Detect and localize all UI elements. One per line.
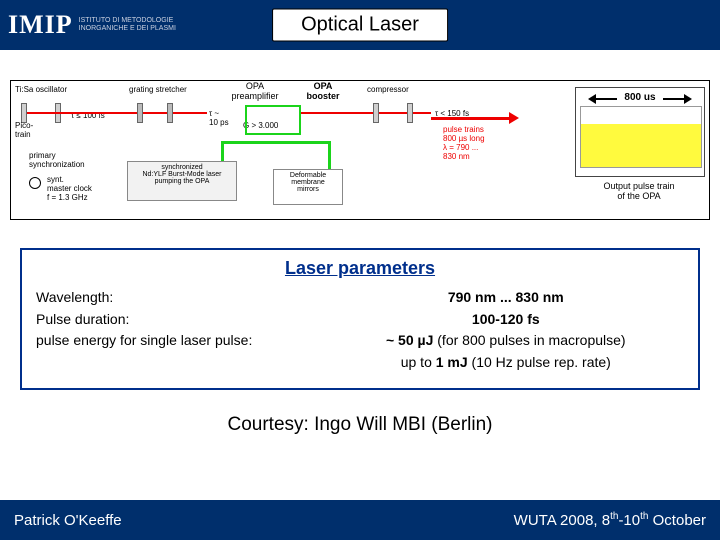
mirror-icon [407,103,413,123]
label-booster: OPAbooster [301,81,345,101]
page-title: Optical Laser [272,9,448,42]
footer-event: WUTA 2008, 8th-10th October [514,511,706,529]
scope-caption: Output pulse trainof the OPA [575,181,703,201]
param-label: Wavelength: [36,287,328,309]
label-preamp: OPApreamplifier [227,81,283,101]
mirror-icon [373,103,379,123]
param-value: 790 nm ... 830 nm [328,287,684,309]
beam-red [27,112,207,114]
param-label: pulse energy for single laser pulse: [36,330,328,352]
params-values: 790 nm ... 830 nm 100-120 fs ~ 50 µJ (fo… [328,287,684,374]
mixer-icon [29,177,41,189]
label-sync: primarysynchronization [29,151,85,169]
param-value: ~ 50 µJ (for 800 pulses in macropulse) [328,330,684,352]
box-ndylf: synchronizedNd:YLF Burst-Mode laserpumpi… [127,161,237,201]
footer-text: October [648,512,706,529]
footer-text: WUTA 2008, 8 [514,512,610,529]
footer-text: -10 [618,512,640,529]
label-tau2: τ ~10 ps [209,109,233,127]
footer-author: Patrick O'Keeffe [14,512,122,529]
logo: IMIP Istituto di Metodologie Inorganiche… [8,10,176,40]
param-value: 100-120 fs [328,309,684,331]
oscilloscope: 800 us [575,87,705,177]
arrowhead-icon [509,112,519,124]
logo-subtitle: Istituto di Metodologie Inorganiche e de… [79,17,176,32]
params-title: Laser parameters [36,258,684,279]
label-pulse-trains: pulse trains800 µs longλ = 790 ...830 nm [443,125,503,161]
box-mirrors: Deformablemembranemirrors [273,169,343,205]
courtesy-line: Courtesy: Ingo Will MBI (Berlin) [0,414,720,436]
label-tisa: Ti:Sa oscillator [15,85,67,94]
scope-span-arrow: 800 us [590,94,690,104]
opa-box [245,105,301,135]
param-value: up to 1 mJ (10 Hz pulse rep. rate) [328,352,684,374]
header-bar: IMIP Istituto di Metodologie Inorganiche… [0,0,720,50]
label-clock: synt.master clockf = 1.3 GHz [47,175,92,202]
logo-sub-line1: Istituto di Metodologie [79,17,174,24]
label-compressor: compressor [367,85,409,94]
label-grating: grating stretcher [129,85,187,94]
scope-trace [580,106,702,168]
grating-icon [137,103,143,123]
logo-text: IMIP [8,10,73,40]
footer-bar: Patrick O'Keeffe WUTA 2008, 8th-10th Oct… [0,500,720,540]
param-label: Pulse duration: [36,309,328,331]
laser-schematic: Ti:Sa oscillator grating stretcher OPApr… [10,80,710,220]
params-grid: Wavelength: Pulse duration: pulse energy… [36,287,684,374]
logo-sub-line2: Inorganiche e dei Plasmi [79,25,176,32]
grating-icon [167,103,173,123]
laser-parameters-box: Laser parameters Wavelength: Pulse durat… [20,248,700,390]
scope-span-label: 800 us [617,92,663,103]
beam-green [221,141,331,144]
label-tisa-sub: Pico-train [15,121,41,139]
params-labels: Wavelength: Pulse duration: pulse energy… [36,287,328,374]
output-arrow [431,117,511,120]
